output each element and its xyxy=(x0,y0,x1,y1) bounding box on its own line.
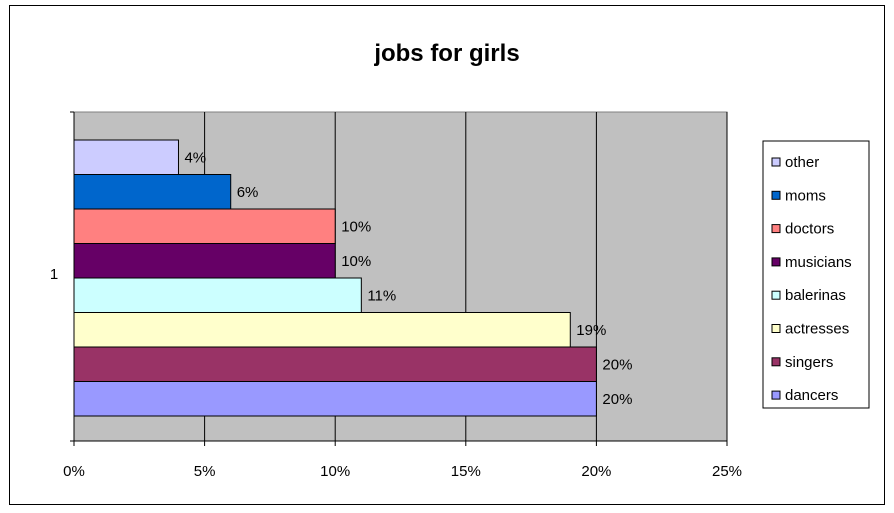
data-label-doctors: 10% xyxy=(341,218,371,235)
data-label-musicians: 10% xyxy=(341,253,371,270)
legend-label-dancers: dancers xyxy=(785,387,838,404)
data-labels: 20% 20% 19% 11% 10% 10% 6% 4% xyxy=(184,149,632,408)
legend-swatch-balerinas xyxy=(771,290,781,300)
bar-actresses xyxy=(73,312,571,348)
legend-swatch-dancers xyxy=(771,390,781,400)
y-category-label: 1 xyxy=(50,266,58,283)
legend-label-moms: moms xyxy=(785,187,826,204)
bar-singers xyxy=(73,346,597,382)
legend-label-doctors: doctors xyxy=(785,221,834,238)
x-tick-label: 25% xyxy=(712,463,742,480)
legend-label-singers: singers xyxy=(785,354,833,371)
axes: 10% 5% 10% 15% 20% 25% xyxy=(50,111,742,480)
chart-title: jobs for girls xyxy=(374,40,520,67)
legend-swatch-moms xyxy=(771,190,781,200)
data-label-moms: 6% xyxy=(237,184,259,201)
legend-box xyxy=(762,140,870,409)
bar-balerinas xyxy=(73,277,362,313)
data-label-dancers: 20% xyxy=(602,391,632,408)
legend-swatch-actresses xyxy=(771,324,781,333)
legend-swatch-other xyxy=(771,157,781,167)
x-tick-label: 20% xyxy=(581,463,611,480)
data-label-balerinas: 11% xyxy=(367,287,396,304)
data-label-singers: 20% xyxy=(602,356,632,373)
legend-label-actresses: actresses xyxy=(785,321,849,338)
legend-label-other: other xyxy=(785,154,819,171)
legend-swatch-musicians xyxy=(771,257,781,267)
legend-label-balerinas: balerinas xyxy=(785,287,846,304)
data-label-other: 4% xyxy=(184,149,206,166)
legend-label-musicians: musicians xyxy=(785,254,852,271)
bar-other xyxy=(73,139,179,175)
legend-swatch-doctors xyxy=(771,224,781,234)
x-tick-label: 0% xyxy=(63,463,85,480)
bar-musicians xyxy=(73,243,336,279)
bar-doctors xyxy=(73,208,336,244)
bars xyxy=(73,139,597,417)
x-tick-label: 10% xyxy=(320,463,350,480)
data-label-actresses: 19% xyxy=(576,322,606,339)
x-tick-label: 5% xyxy=(194,463,216,480)
x-tick-label: 15% xyxy=(451,463,481,480)
bar-dancers xyxy=(73,381,597,417)
bar-moms xyxy=(73,174,232,210)
legend: other moms doctors musicians balerinas actres… xyxy=(762,140,870,409)
legend-swatch-singers xyxy=(771,357,781,367)
